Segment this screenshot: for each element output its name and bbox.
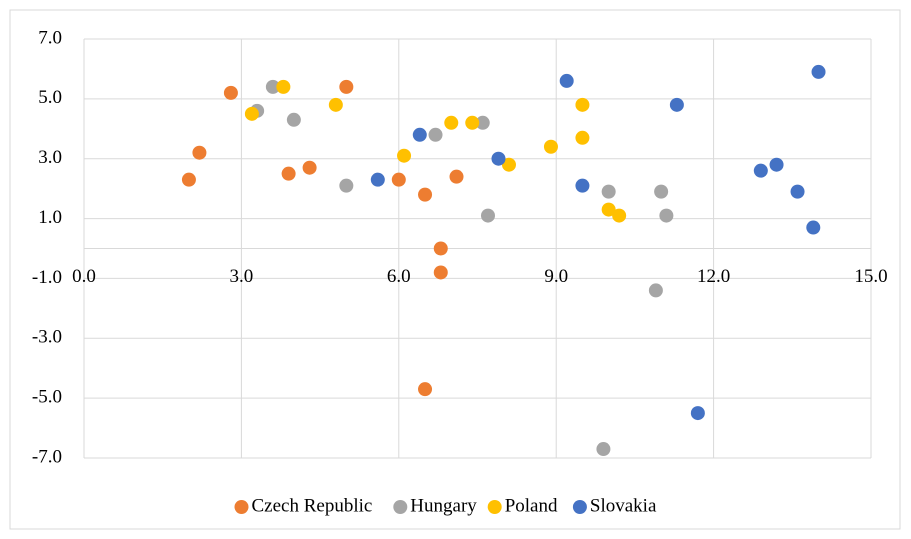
point xyxy=(192,145,207,160)
point xyxy=(601,202,616,217)
point xyxy=(418,382,433,397)
y-tick-label: -3.0 xyxy=(32,327,62,348)
point xyxy=(501,157,516,172)
point xyxy=(543,139,558,154)
point xyxy=(418,187,433,202)
point xyxy=(475,115,490,130)
legend-marker xyxy=(572,500,587,514)
point xyxy=(612,208,627,223)
point xyxy=(480,208,495,223)
point xyxy=(265,79,280,94)
point xyxy=(654,184,669,199)
x-tick-label: 3.0 xyxy=(230,266,254,287)
point xyxy=(181,172,196,187)
point xyxy=(223,85,238,100)
point xyxy=(449,169,464,184)
point xyxy=(281,166,296,181)
y-tick-label: -5.0 xyxy=(32,387,62,408)
legend-marker xyxy=(234,500,249,514)
y-tick-label: 7.0 xyxy=(38,27,62,48)
point xyxy=(575,130,590,145)
point xyxy=(428,127,443,142)
point xyxy=(276,79,291,94)
legend-label: Hungary xyxy=(410,495,477,516)
point xyxy=(659,208,674,223)
x-tick-label: 9.0 xyxy=(544,266,568,287)
point xyxy=(491,151,506,166)
point xyxy=(328,97,343,112)
point xyxy=(559,73,574,88)
point xyxy=(391,172,406,187)
point xyxy=(601,184,616,199)
legend-marker xyxy=(393,500,408,514)
point xyxy=(433,265,448,280)
legend-marker xyxy=(487,500,502,514)
point xyxy=(397,148,412,163)
point xyxy=(669,97,684,112)
point xyxy=(302,160,317,175)
point xyxy=(339,178,354,193)
point xyxy=(444,115,459,130)
point xyxy=(244,106,259,121)
y-tick-label: 3.0 xyxy=(38,147,62,168)
point xyxy=(465,115,480,130)
point xyxy=(412,127,427,142)
point xyxy=(648,283,663,298)
y-tick-label: 1.0 xyxy=(38,207,62,228)
point xyxy=(806,220,821,235)
point xyxy=(596,442,611,457)
point xyxy=(690,406,705,421)
y-tick-label: -7.0 xyxy=(32,446,62,467)
point xyxy=(575,97,590,112)
point xyxy=(370,172,385,187)
legend-label: Czech Republic xyxy=(252,495,373,516)
point xyxy=(575,178,590,193)
legend-label: Slovakia xyxy=(590,495,657,516)
point xyxy=(769,157,784,172)
legend-label: Poland xyxy=(505,495,558,516)
point xyxy=(339,79,354,94)
y-tick-label: 5.0 xyxy=(38,87,62,108)
point xyxy=(811,64,826,79)
chart-frame xyxy=(9,9,901,530)
point xyxy=(790,184,805,199)
x-tick-label: 12.0 xyxy=(697,266,730,287)
point xyxy=(286,112,301,127)
x-tick-label: 6.0 xyxy=(387,266,411,287)
point xyxy=(433,241,448,256)
point xyxy=(753,163,768,178)
x-tick-label: 0.0 xyxy=(72,266,96,287)
x-tick-label: 15.0 xyxy=(854,266,887,287)
y-tick-label: -1.0 xyxy=(32,267,62,288)
